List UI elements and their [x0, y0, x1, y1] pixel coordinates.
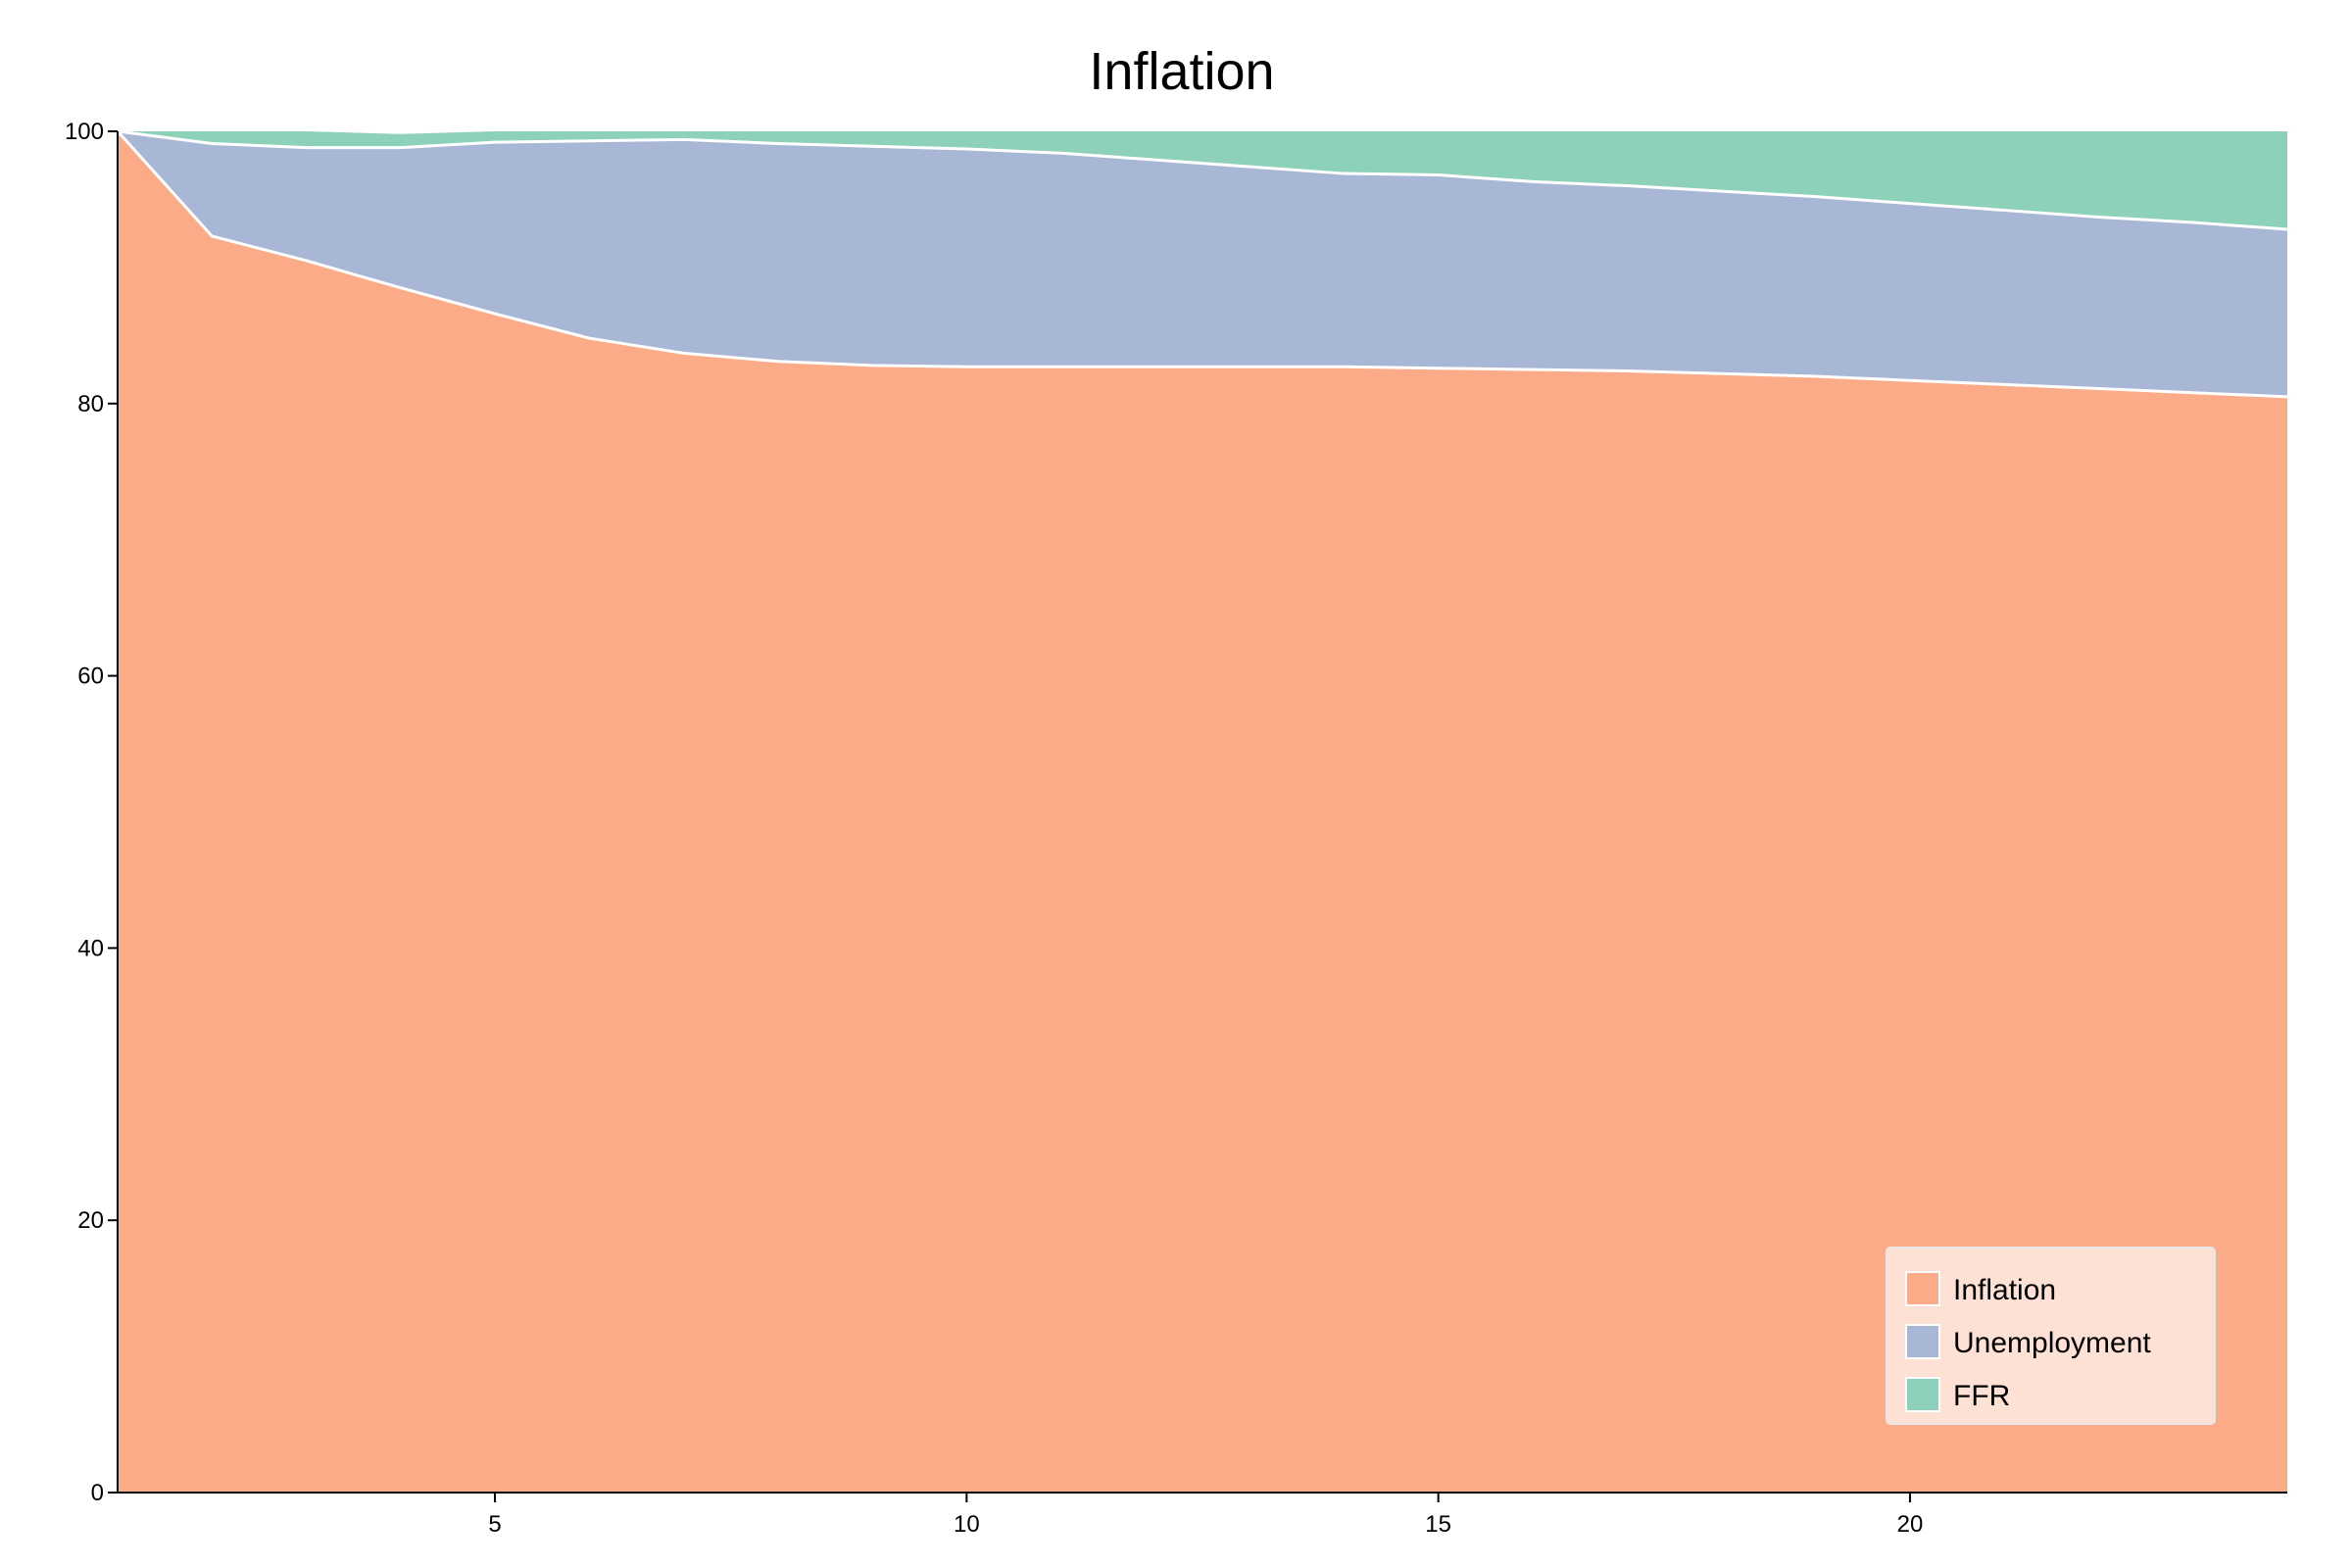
x-tick-label-20: 20	[1897, 1511, 1924, 1538]
legend: Inflation Unemployment FFR	[1886, 1247, 2216, 1425]
y-tick-label-100: 100	[65, 119, 104, 145]
legend-swatch-ffr	[1905, 1377, 1940, 1412]
legend-label-unemployment: Unemployment	[1953, 1327, 2151, 1359]
x-tick-label-10: 10	[954, 1511, 980, 1538]
area-unemployment-series	[118, 131, 2287, 397]
area-ffr-series	[118, 131, 2287, 230]
boundary-line-inflation	[116, 129, 2288, 399]
legend-label-ffr: FFR	[1953, 1380, 2010, 1412]
legend-swatch-inflation	[1905, 1271, 1940, 1306]
y-tick-label-60: 60	[77, 663, 104, 690]
area-inflation-series	[118, 131, 2287, 1493]
y-tick-label-0: 0	[91, 1480, 104, 1506]
legend-box	[1886, 1247, 2216, 1425]
y-tick-label-40: 40	[77, 935, 104, 961]
y-tick-label-80: 80	[77, 391, 104, 417]
x-tick-label-15: 15	[1425, 1511, 1451, 1538]
areas-layer	[116, 129, 2288, 1493]
legend-items: Inflation Unemployment FFR	[1905, 1271, 2151, 1412]
chart-title: Inflation	[1089, 42, 1274, 101]
legend-label-inflation: Inflation	[1953, 1274, 2056, 1306]
legend-swatch-unemployment	[1905, 1324, 1940, 1359]
y-tick-label-20: 20	[77, 1207, 104, 1234]
boundary-line-unemployment	[117, 129, 2288, 231]
axes-layer: 0 20 40 60 80 100 5 10 15 20	[65, 119, 2287, 1538]
x-tick-label-5: 5	[488, 1511, 501, 1538]
